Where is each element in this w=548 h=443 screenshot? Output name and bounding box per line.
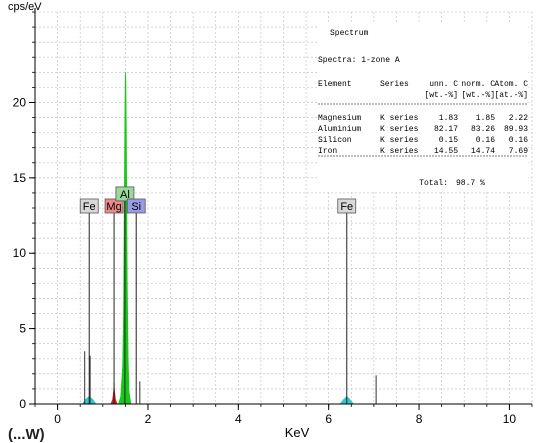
table-cell: 14.55 xyxy=(434,147,458,156)
table-cell: Aluminium xyxy=(318,125,361,134)
table-cell: 2.22 xyxy=(509,114,528,123)
table-subtitle: Spectra: 1-zone A xyxy=(318,56,400,65)
table-cell: K series xyxy=(380,147,419,156)
table-cell: 7.69 xyxy=(509,147,528,156)
table-cell: K series xyxy=(380,114,419,123)
table-header: Element xyxy=(318,80,352,89)
element-marker-label: Al xyxy=(120,189,130,201)
table-total-label: Total: xyxy=(419,179,448,188)
table-cell: 1.83 xyxy=(439,114,458,123)
table-cell: Magnesium xyxy=(318,114,361,123)
element-marker-box xyxy=(115,186,135,202)
table-title: Spectrum xyxy=(330,29,369,38)
y-tick-label: 10 xyxy=(13,246,27,260)
element-marker-label: Fe xyxy=(340,201,353,213)
y-tick-label: 0 xyxy=(19,397,26,411)
element-marker-box xyxy=(337,198,357,214)
table-header: Series xyxy=(380,80,409,89)
table-cell: 1.85 xyxy=(476,114,495,123)
x-tick-label: 6 xyxy=(325,412,332,426)
element-marker-label: Fe xyxy=(83,201,96,213)
table-cell: Silicon xyxy=(318,136,352,145)
element-marker-box xyxy=(126,198,146,214)
table-header-unit: [wt.-%] xyxy=(424,91,458,100)
table-cell: 82.17 xyxy=(434,125,458,134)
x-tick-label: 2 xyxy=(145,412,152,426)
y-tick-label: 20 xyxy=(13,95,27,109)
table-header: unn. C xyxy=(429,80,458,89)
x-tick-label: 8 xyxy=(416,412,423,426)
table-cell: 0.16 xyxy=(509,136,528,145)
table-header-unit: [wt.-%] xyxy=(461,91,495,100)
table-cell: 89.93 xyxy=(504,125,528,134)
y-unit-label: cps/eV xyxy=(8,1,42,13)
table-header: norm. C xyxy=(461,80,495,89)
table-header: Atom. C xyxy=(494,80,528,89)
y-tick-label: 5 xyxy=(19,322,26,336)
y-tick-label: 15 xyxy=(13,171,27,185)
table-cell: 0.15 xyxy=(439,136,458,145)
results-table-background xyxy=(318,22,528,192)
x-tick-label: 0 xyxy=(54,412,61,426)
element-marker-box xyxy=(79,198,99,214)
footer-fragment: (...W) xyxy=(8,426,45,443)
table-cell: 14.74 xyxy=(471,147,495,156)
element-marker-label: Si xyxy=(131,201,141,213)
x-tick-label: 4 xyxy=(235,412,242,426)
table-header-unit: [at.-%] xyxy=(494,91,528,100)
x-axis-label: KeV xyxy=(285,425,310,440)
table-cell: Iron xyxy=(318,147,337,156)
element-marker-box xyxy=(104,198,124,214)
x-tick-label: 10 xyxy=(503,412,517,426)
table-cell: K series xyxy=(380,136,419,145)
table-cell: 0.16 xyxy=(476,136,495,145)
table-cell: K series xyxy=(380,125,419,134)
element-marker-label: Mg xyxy=(106,201,121,213)
table-total-value: 98.7 % xyxy=(456,179,485,188)
table-cell: 83.26 xyxy=(471,125,495,134)
